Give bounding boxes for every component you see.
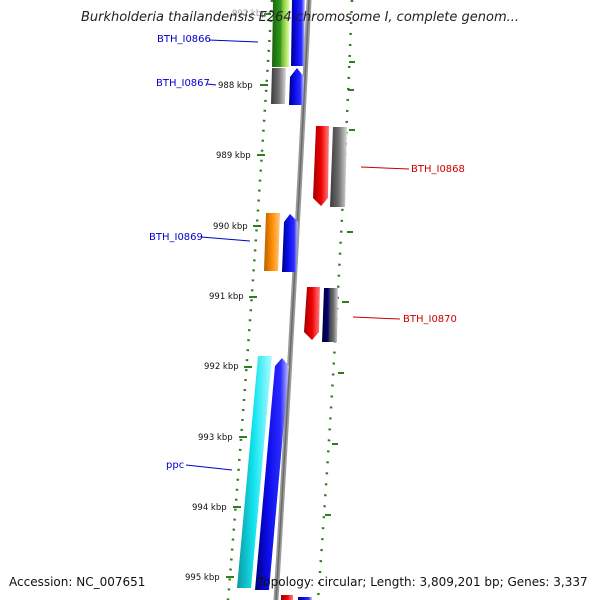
label-ppc[interactable]: ppc xyxy=(166,460,184,471)
label-bth-i0869[interactable]: BTH_I0869 xyxy=(149,232,203,243)
label-bth-i0870[interactable]: BTH_I0870 xyxy=(403,314,457,325)
label-bth-i0866[interactable]: BTH_I0866 xyxy=(157,34,211,45)
label-leader-lines xyxy=(185,39,410,471)
gene-features xyxy=(237,0,347,600)
map-title: Burkholderia thailandensis E264 chromoso… xyxy=(80,10,520,25)
tick-label-2: 989 kbp xyxy=(216,151,251,161)
tick-label-6: 993 kbp xyxy=(198,433,233,443)
gene-bth-i0870[interactable] xyxy=(304,287,338,342)
accession-text: Accession: NC_007651 xyxy=(9,575,146,589)
inner-dotted-ring xyxy=(226,0,274,600)
tick-label-5: 992 kbp xyxy=(204,362,239,372)
tick-label-3: 990 kbp xyxy=(213,222,248,232)
gene-bottom-partial[interactable] xyxy=(281,595,312,600)
tick-label-0: 992 kbp xyxy=(232,9,267,19)
tick-label-4: 991 kbp xyxy=(209,292,244,302)
gene-bth-i0866[interactable] xyxy=(272,0,305,67)
outer-ring-dashes xyxy=(325,61,355,516)
gene-bth-i0868[interactable] xyxy=(313,126,347,207)
gene-ppc[interactable] xyxy=(237,356,289,590)
label-bth-i0867[interactable]: BTH_I0867 xyxy=(156,78,210,89)
topology-text: Topology: circular; Length: 3,809,201 bp… xyxy=(258,575,588,589)
gene-bth-i0867[interactable] xyxy=(271,68,304,105)
tick-marks xyxy=(226,13,271,578)
tick-label-7: 994 kbp xyxy=(192,503,227,513)
tick-label-8: 995 kbp xyxy=(185,573,220,583)
axis-backbone xyxy=(273,0,312,600)
tick-labels: 992 kbp 988 kbp 989 kbp 990 kbp 991 kbp … xyxy=(185,9,267,583)
label-bth-i0868[interactable]: BTH_I0868 xyxy=(411,164,465,175)
gene-labels: BTH_I0866 BTH_I0867 BTH_I0868 BTH_I0869 … xyxy=(149,34,465,471)
tick-label-1: 988 kbp xyxy=(218,81,253,91)
gene-bth-i0869[interactable] xyxy=(264,213,298,272)
